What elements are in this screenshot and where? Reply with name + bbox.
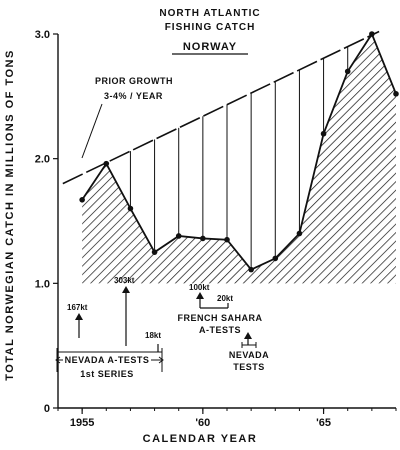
french-label-line-2: A-TESTS — [199, 325, 241, 335]
growth-gap-lines — [129, 46, 349, 270]
y-axis-label: TOTAL NORWEGIAN CATCH IN MILLIONS OF TON… — [4, 49, 16, 381]
catch-point — [127, 205, 134, 212]
catch-line — [81, 32, 397, 271]
trend-line — [62, 30, 380, 185]
nevada-series-label-line-1: NEVADA A-TESTS — [65, 355, 150, 365]
chart-title-line-1: NORTH ATLANTIC — [159, 8, 260, 19]
nevada-tests-arrowhead — [244, 332, 252, 339]
test-annotations: 167kt 303kt 18kt NEVADA A-TESTS 1st SERI… — [55, 276, 269, 379]
test-167-arrowhead — [75, 313, 83, 320]
nevada-series-arrow-left — [55, 356, 61, 364]
catch-point — [320, 130, 327, 137]
x-axis-label: CALENDAR YEAR — [143, 433, 258, 445]
x-tick-label: 1955 — [70, 417, 94, 429]
x-tick-label: '65 — [316, 417, 331, 429]
catch-point — [200, 235, 206, 242]
catch-point — [272, 255, 279, 262]
catch-point — [224, 236, 230, 243]
hatched-area — [82, 34, 397, 284]
catch-point — [79, 197, 85, 203]
catch-point — [103, 160, 110, 167]
x-ticks: 1955 '60 '65 — [57, 408, 397, 429]
catch-point — [369, 31, 375, 37]
y-tick-label: 0 — [44, 403, 50, 415]
y-ticks: 0 1.0 2.0 3.0 — [35, 29, 58, 415]
chart-title-line-2: FISHING CATCH — [165, 22, 256, 33]
y-tick-label: 3.0 — [35, 29, 50, 41]
test-20-label: 20kt — [217, 294, 233, 303]
test-100-label: 100kt — [189, 283, 210, 292]
catch-point — [175, 233, 182, 239]
catch-point — [393, 91, 399, 97]
test-303-arrowhead — [122, 286, 130, 293]
nevada-series-arrow-right — [158, 356, 164, 364]
y-tick-label: 2.0 — [35, 154, 50, 166]
prior-growth-pointer — [81, 103, 103, 159]
test-100-arrowhead — [196, 292, 204, 299]
nevada-tests-label-line-2: TESTS — [233, 362, 265, 372]
catch-hatched-area — [82, 34, 397, 284]
test-303-label: 303kt — [114, 276, 135, 285]
catch-point — [344, 68, 351, 75]
prior-growth-label-line-2: 3-4% / YEAR — [104, 91, 163, 101]
y-tick-label: 1.0 — [35, 278, 50, 290]
prior-growth-trend-line — [62, 30, 380, 185]
catch-point — [296, 230, 303, 237]
nevada-series-label-line-2: 1st SERIES — [80, 369, 134, 379]
catch-series — [79, 31, 399, 273]
x-tick-label: '60 — [195, 417, 210, 429]
test-18-label: 18kt — [145, 331, 161, 340]
prior-growth-label-line-1: PRIOR GROWTH — [95, 76, 173, 86]
nevada-tests-label-line-1: NEVADA — [229, 350, 269, 360]
catch-point — [248, 266, 254, 273]
chart-subtitle: NORWAY — [183, 41, 237, 53]
catch-point — [151, 249, 158, 255]
french-label-line-1: FRENCH SAHARA — [178, 313, 263, 323]
test-167-label: 167kt — [67, 303, 88, 312]
